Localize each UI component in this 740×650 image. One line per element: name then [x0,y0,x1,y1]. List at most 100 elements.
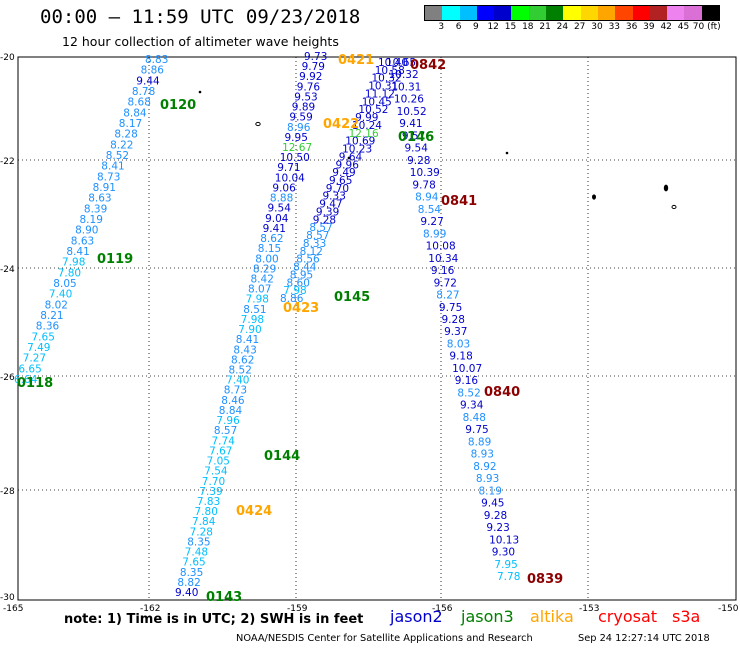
wave-height-value: 9.06 [272,183,296,195]
wave-height-value: 8.57 [306,230,329,242]
wave-height-value: 10.69 [345,136,375,148]
colorbar-label: 36 [625,22,638,32]
wave-height-value: 9.76 [297,81,321,93]
wave-height-value: 6.64 [14,374,38,386]
pass-time-label: 0120 [160,98,196,113]
lat-label: -30 [0,593,15,603]
wave-height-value: 9.28 [313,214,336,226]
colorbar-swatch [615,6,633,20]
wave-height-value: 7.98 [246,294,269,306]
colorbar-swatch [632,6,650,20]
wave-height-value: 8.03 [447,339,470,351]
wave-height-value: 9.37 [444,326,467,338]
wave-height-value: 8.41 [101,161,124,173]
wave-height-value: 8.36 [36,321,60,333]
colorbar-label: 21 [539,22,551,32]
wave-height-value: 9.23 [486,522,509,534]
legend-jason3: jason3 [461,607,514,626]
wave-height-value: 8.78 [132,86,155,98]
colorbar-label: 39 [643,22,655,32]
colorbar-swatch [425,6,443,20]
island [347,156,351,160]
wave-height-value: 8.82 [177,577,200,589]
wave-height-value: 8.92 [473,461,496,473]
wave-height-value: 9.71 [277,162,300,174]
colorbar-swatch [667,6,685,20]
colorbar-label: 45 [677,22,690,32]
wave-height-value: 9.49 [332,167,355,179]
wave-height-value: 8.57 [214,425,237,437]
wave-height-value: 8.02 [45,299,68,311]
wave-height-value: 8.94 [415,192,439,204]
wave-height-value: 7.90 [238,324,261,336]
wave-height-value: 8.62 [260,233,283,245]
wave-height-value: 7.54 [204,466,228,478]
wave-height-value: 9.89 [292,102,315,114]
wave-height-value: 8.63 [71,235,94,247]
wave-height-value: 12.16 [349,128,379,140]
colorbar-label: 70 (ft) [692,22,721,32]
pass-time-label: 0421 [338,53,374,68]
wave-height-value: 8.60 [287,277,310,289]
wave-height-value: 9.18 [449,351,472,363]
colorbar-label: 30 [591,22,603,32]
wave-height-value: 9.27 [420,216,443,228]
colorbar-swatch [459,6,477,20]
colorbar-label: 33 [608,22,621,32]
colorbar-swatch [494,6,512,20]
wave-height-value: 8.42 [251,274,274,286]
wave-height-value: 7.96 [216,415,240,427]
wave-height-value: 9.47 [319,199,342,211]
wave-height-value: 8.22 [110,139,133,151]
colorbar-label: 24 [556,22,569,32]
wave-height-value: 10.32 [389,69,419,81]
wave-height-value: 9.16 [455,375,479,387]
lat-label: -28 [0,487,15,497]
wave-height-value: 10.24 [352,120,382,132]
wave-height-value: 10.04 [275,172,305,184]
wave-height-value: 7.74 [212,435,236,447]
colorbar-label: 3 [438,22,445,32]
lat-label: -26 [0,373,15,383]
wave-height-value: 8.68 [128,97,151,109]
wave-height-value: 10.52 [397,106,427,118]
pass-time-label: 0422 [323,117,359,132]
lon-label: -162 [140,604,160,614]
wave-height-value: 9.59 [289,112,312,124]
colorbar-swatch [546,6,564,20]
wave-height-value: 7.39 [199,486,222,498]
wave-height-value: 7.65 [182,557,205,569]
pass-time-label: 0424 [236,504,272,519]
wave-height-value: 8.33 [303,238,326,250]
lat-label: -22 [0,157,15,167]
wave-height-value: 7.65 [32,331,55,343]
wave-height-value: 7.80 [58,267,81,279]
wave-height-value: 8.19 [479,485,502,497]
islands [198,90,677,210]
wave-height-value: 8.12 [300,246,323,258]
wave-height-value: 9.44 [136,75,160,87]
wave-height-value: 9.65 [329,175,352,187]
wave-height-value: 8.46 [221,395,245,407]
wave-height-value: 12.67 [282,142,312,154]
pass-time-label: 0841 [441,194,477,209]
wave-height-value: 7.05 [207,456,230,468]
colorbar-swatch [580,6,598,20]
wave-height-value: 9.30 [492,547,515,559]
pass-time-label: 0118 [17,376,53,391]
wave-height-value: 7.84 [192,516,216,528]
pass-time-label: 0119 [97,252,133,267]
legend-altika: altika [530,607,574,626]
wave-height-value: 7.67 [209,445,232,457]
wave-height-value: 8.51 [243,304,266,316]
wave-height-value: 8.15 [258,243,281,255]
wave-height-value: 8.84 [219,405,243,417]
wave-height-value: 7.83 [197,496,220,508]
colorbar-swatch [597,6,616,20]
wave-height-value: 8.88 [270,193,293,205]
wave-height-value: 9.41 [263,223,286,235]
map-frame [17,56,737,601]
lon-label: -150 [718,604,739,614]
colorbar-swatch [563,6,581,20]
